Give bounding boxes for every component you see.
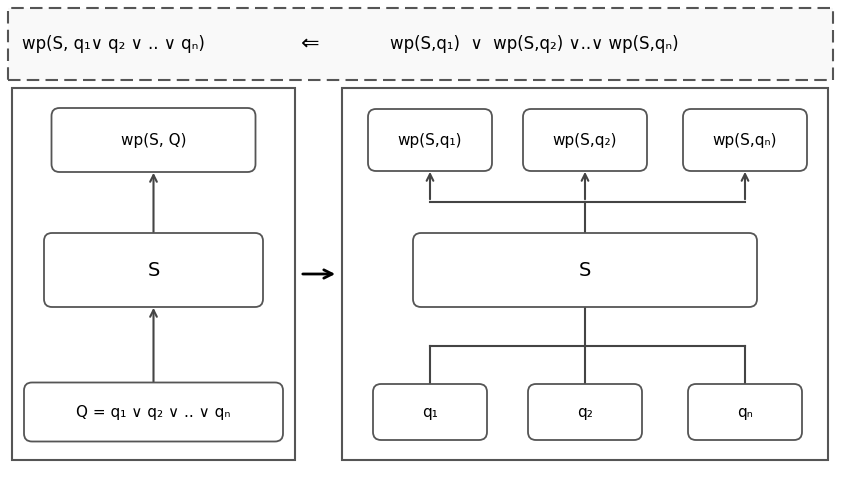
Bar bbox=[8, 8, 833, 80]
FancyBboxPatch shape bbox=[24, 383, 283, 442]
Text: S: S bbox=[579, 261, 591, 279]
Text: wp(S, q₁∨ q₂ ∨ .. ∨ qₙ): wp(S, q₁∨ q₂ ∨ .. ∨ qₙ) bbox=[22, 35, 205, 53]
Text: wp(S,q₁)  ∨  wp(S,q₂) ∨..∨ wp(S,qₙ): wp(S,q₁) ∨ wp(S,q₂) ∨..∨ wp(S,qₙ) bbox=[390, 35, 679, 53]
FancyBboxPatch shape bbox=[373, 384, 487, 440]
FancyBboxPatch shape bbox=[683, 109, 807, 171]
Bar bbox=[342, 88, 828, 460]
Text: wp(S,q₂): wp(S,q₂) bbox=[553, 132, 617, 147]
Bar bbox=[12, 88, 295, 460]
Text: Q = q₁ ∨ q₂ ∨ .. ∨ qₙ: Q = q₁ ∨ q₂ ∨ .. ∨ qₙ bbox=[77, 405, 230, 420]
FancyBboxPatch shape bbox=[44, 233, 263, 307]
Text: wp(S,qₙ): wp(S,qₙ) bbox=[713, 132, 777, 147]
Text: q₁: q₁ bbox=[422, 405, 438, 420]
Text: wp(S,q₁): wp(S,q₁) bbox=[398, 132, 463, 147]
FancyBboxPatch shape bbox=[368, 109, 492, 171]
FancyBboxPatch shape bbox=[528, 384, 642, 440]
Text: S: S bbox=[147, 261, 160, 279]
Text: qₙ: qₙ bbox=[737, 405, 753, 420]
FancyBboxPatch shape bbox=[51, 108, 256, 172]
Text: wp(S, Q): wp(S, Q) bbox=[121, 132, 186, 147]
FancyBboxPatch shape bbox=[413, 233, 757, 307]
Text: q₂: q₂ bbox=[577, 405, 593, 420]
FancyBboxPatch shape bbox=[688, 384, 802, 440]
FancyBboxPatch shape bbox=[523, 109, 647, 171]
Text: ⇐: ⇐ bbox=[301, 34, 320, 54]
